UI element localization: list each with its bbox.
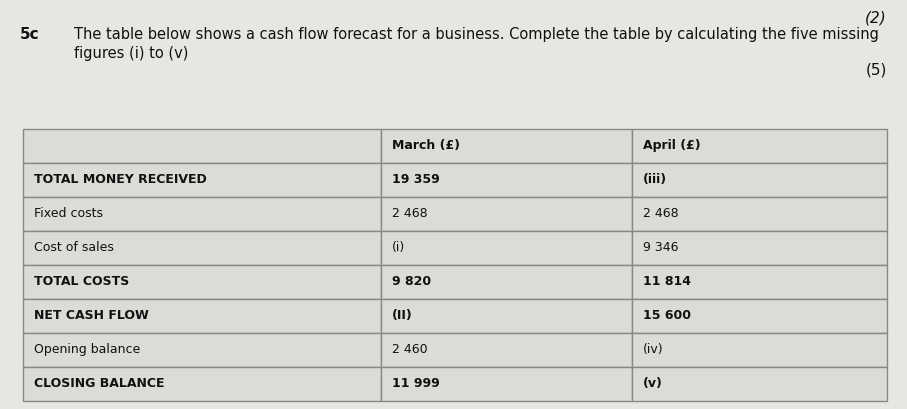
Bar: [23, 367, 381, 401]
Bar: [23, 231, 381, 265]
Text: 9 820: 9 820: [392, 275, 432, 288]
Bar: [632, 231, 887, 265]
Bar: [381, 129, 632, 163]
Bar: [381, 231, 632, 265]
Text: TOTAL MONEY RECEIVED: TOTAL MONEY RECEIVED: [34, 173, 206, 187]
Text: 5c: 5c: [20, 27, 40, 42]
Bar: [632, 197, 887, 231]
Bar: [23, 163, 381, 197]
Text: March (£): March (£): [392, 139, 460, 152]
Bar: [381, 265, 632, 299]
Bar: [23, 129, 381, 163]
Bar: [381, 333, 632, 367]
Text: The table below shows a cash flow forecast for a business. Complete the table by: The table below shows a cash flow foreca…: [74, 27, 879, 61]
Text: (II): (II): [392, 309, 413, 322]
Text: 19 359: 19 359: [392, 173, 440, 187]
Text: 11 814: 11 814: [643, 275, 691, 288]
Bar: [381, 197, 632, 231]
Bar: [632, 129, 887, 163]
Text: 15 600: 15 600: [643, 309, 691, 322]
Bar: [632, 333, 887, 367]
Bar: [23, 265, 381, 299]
Text: April (£): April (£): [643, 139, 700, 152]
Text: 9 346: 9 346: [643, 241, 678, 254]
Text: Opening balance: Opening balance: [34, 343, 140, 356]
Text: NET CASH FLOW: NET CASH FLOW: [34, 309, 149, 322]
Bar: [23, 299, 381, 333]
Bar: [23, 333, 381, 367]
Text: (iv): (iv): [643, 343, 664, 356]
Text: 2 468: 2 468: [392, 207, 428, 220]
Bar: [381, 163, 632, 197]
Text: 2 460: 2 460: [392, 343, 428, 356]
Bar: [632, 163, 887, 197]
Text: (iii): (iii): [643, 173, 667, 187]
Text: Fixed costs: Fixed costs: [34, 207, 102, 220]
Text: TOTAL COSTS: TOTAL COSTS: [34, 275, 129, 288]
Bar: [632, 367, 887, 401]
Text: 2 468: 2 468: [643, 207, 678, 220]
Text: 11 999: 11 999: [392, 378, 440, 390]
Bar: [381, 367, 632, 401]
Text: CLOSING BALANCE: CLOSING BALANCE: [34, 378, 164, 390]
Bar: [23, 197, 381, 231]
Text: (v): (v): [643, 378, 663, 390]
Text: (i): (i): [392, 241, 405, 254]
Bar: [632, 299, 887, 333]
Text: Cost of sales: Cost of sales: [34, 241, 113, 254]
Text: (2): (2): [865, 10, 887, 25]
Text: (5): (5): [865, 63, 887, 78]
Bar: [632, 265, 887, 299]
Bar: [381, 299, 632, 333]
